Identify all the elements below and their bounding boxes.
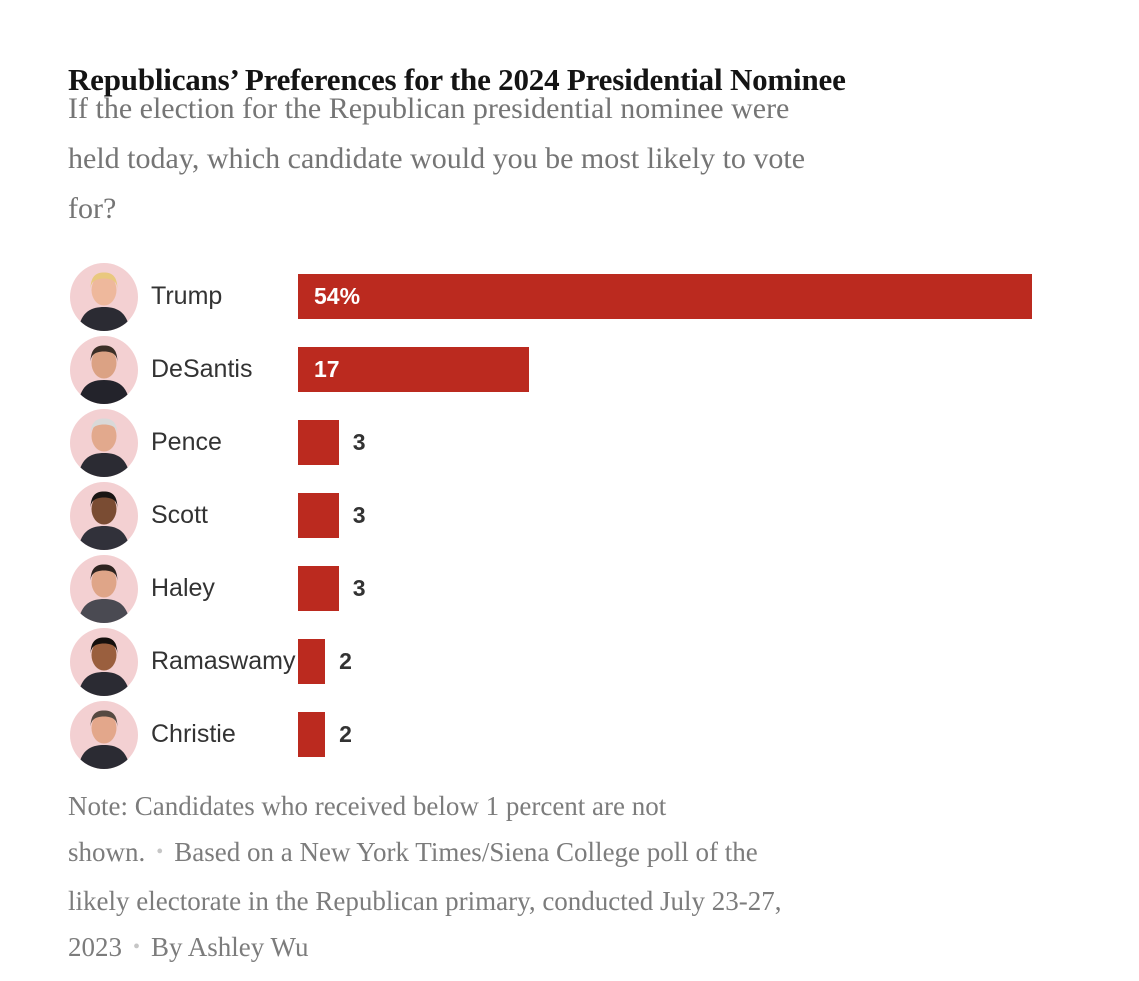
pence-bar xyxy=(298,420,339,465)
avatar-face xyxy=(91,639,117,670)
scott-photo-icon xyxy=(70,481,138,550)
bar-value-label: 3 xyxy=(352,429,366,455)
bar-cell: 17 xyxy=(298,347,1032,392)
desantis-photo-icon xyxy=(70,335,138,404)
trump-photo-icon xyxy=(70,262,138,331)
avatar-hair xyxy=(90,710,118,728)
avatar-shoulders xyxy=(78,671,130,696)
ramaswamy-photo-icon xyxy=(70,627,138,696)
note-text: Based on a New York Times/Siena College … xyxy=(174,837,758,867)
bar-value-label: 3 xyxy=(352,502,366,528)
candidate-row-scott: Scott 3 xyxy=(70,479,1120,552)
pence-photo-icon xyxy=(70,408,138,477)
candidate-row-ramaswamy: Ramaswamy 2 xyxy=(70,625,1120,698)
avatar-face xyxy=(91,420,117,451)
avatar-shoulders xyxy=(78,525,130,550)
bar-value-label: 2 xyxy=(339,648,352,674)
ramaswamy-bar xyxy=(298,639,326,684)
christie-bar xyxy=(298,712,326,757)
bar-cell: 3 xyxy=(298,420,1032,465)
bar-cell: 54% xyxy=(298,274,1032,319)
avatar-shoulders xyxy=(78,452,130,477)
subtitle-line: for? xyxy=(68,192,117,225)
avatar-face xyxy=(91,712,117,743)
bar-value-label: 2 xyxy=(339,721,352,747)
note-text: shown. xyxy=(68,837,146,867)
candidate-row-christie: Christie 2 xyxy=(70,698,1120,771)
bullet-separator-icon: • xyxy=(156,841,164,863)
bar-value-label: 54% xyxy=(314,283,361,309)
note-text: Note: Candidates who received below 1 pe… xyxy=(68,791,667,821)
avatar-face xyxy=(91,566,117,597)
avatar-shoulders xyxy=(78,744,130,769)
note-line: likely electorate in the Republican prim… xyxy=(68,878,1088,924)
candidate-name-label: DeSantis xyxy=(151,355,253,383)
haley-photo-icon xyxy=(70,554,138,623)
avatar-hair xyxy=(90,564,118,582)
candidate-name-label: Scott xyxy=(151,501,208,529)
desantis-bar: 17 xyxy=(298,347,530,392)
bar-value-label: 17 xyxy=(314,356,340,382)
candidate-name-label: Haley xyxy=(151,574,215,602)
subtitle-line: If the election for the Republican presi… xyxy=(68,92,790,125)
note-line: Note: Candidates who received below 1 pe… xyxy=(68,783,1088,829)
christie-photo-icon xyxy=(70,700,138,769)
avatar-face xyxy=(91,347,117,378)
candidate-row-pence: Pence 3 xyxy=(70,406,1120,479)
note-line: 2023 • By Ashley Wu xyxy=(68,924,1088,973)
candidate-name-label: Trump xyxy=(151,282,223,310)
avatar-shoulders xyxy=(78,379,130,404)
avatar-shoulders xyxy=(78,306,130,331)
haley-bar xyxy=(298,566,339,611)
candidate-row-desantis: DeSantis 17 xyxy=(70,333,1120,406)
avatar-hair xyxy=(90,345,118,363)
note-line: shown. • Based on a New York Times/Siena C… xyxy=(68,829,1088,878)
avatar-shoulders xyxy=(78,598,130,623)
candidate-name-label: Christie xyxy=(151,720,236,748)
bullet-separator-icon: • xyxy=(133,936,141,958)
bar-value-label: 3 xyxy=(352,575,366,601)
chart-title: Republicans’ Preferences for the 2024 Pr… xyxy=(68,61,846,97)
note-text: 2023 xyxy=(68,932,122,962)
chart-note: Note: Candidates who received below 1 pe… xyxy=(68,783,1088,973)
avatar-hair xyxy=(90,272,118,290)
note-text: likely electorate in the Republican prim… xyxy=(68,886,782,916)
chart-subtitle: If the election for the Republican presi… xyxy=(68,84,1088,234)
note-text: By Ashley Wu xyxy=(151,932,309,962)
scott-bar xyxy=(298,493,339,538)
bar-chart: Trump 54% DeSantis xyxy=(70,260,1120,771)
bar-cell: 3 xyxy=(298,566,1032,611)
avatar-face xyxy=(91,493,117,524)
bar-cell: 2 xyxy=(298,712,1032,757)
candidate-name-label: Ramaswamy xyxy=(151,647,296,675)
candidate-row-haley: Haley 3 xyxy=(70,552,1120,625)
avatar-hair xyxy=(90,491,118,509)
avatar-hair xyxy=(90,418,118,436)
trump-bar: 54% xyxy=(298,274,1032,319)
candidate-row-trump: Trump 54% xyxy=(70,260,1120,333)
bar-cell: 3 xyxy=(298,493,1032,538)
avatar-face xyxy=(91,274,117,305)
candidate-name-label: Pence xyxy=(151,428,222,456)
subtitle-line: held today, which candidate would you be… xyxy=(68,142,806,175)
avatar-hair xyxy=(90,637,118,655)
bar-cell: 2 xyxy=(298,639,1032,684)
